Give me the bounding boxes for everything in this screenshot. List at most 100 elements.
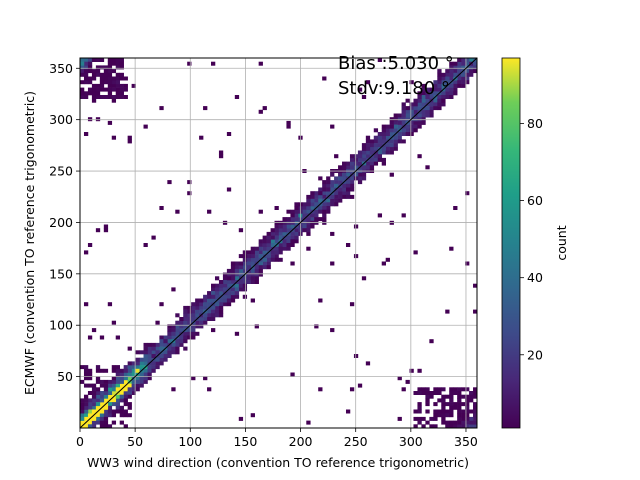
y-tick-label: 150 <box>49 266 73 281</box>
heatmap-cell <box>461 402 466 407</box>
heatmap-cell <box>187 320 192 325</box>
heatmap-cell <box>433 83 438 88</box>
heatmap-cell <box>417 405 422 410</box>
heatmap-cell <box>433 80 438 85</box>
heatmap-cell <box>425 402 430 407</box>
y-tick-label: 350 <box>49 61 73 76</box>
heatmap-cell <box>211 317 216 321</box>
heatmap-cell <box>183 324 188 329</box>
heatmap-cell <box>421 387 426 392</box>
heatmap-cell <box>83 250 89 255</box>
heatmap-cell <box>369 157 375 162</box>
heatmap-cell <box>214 276 220 281</box>
heatmap-cell <box>445 80 450 85</box>
heatmap-cell <box>238 254 244 259</box>
heatmap-cell <box>330 202 335 207</box>
heatmap-cell <box>238 416 244 421</box>
heatmap-cell <box>250 298 255 303</box>
heatmap-cell <box>250 272 255 277</box>
heatmap-cell <box>421 98 426 103</box>
heatmap-cell <box>417 402 422 407</box>
one-to-one-reference-line <box>79 57 478 429</box>
heatmap-cell <box>103 416 109 421</box>
heatmap-cell <box>87 87 93 92</box>
heatmap-cell <box>246 250 252 255</box>
heatmap-cell <box>143 361 148 366</box>
heatmap-cell <box>95 117 101 122</box>
heatmap-cell <box>441 420 446 425</box>
heatmap-cell <box>155 365 160 370</box>
heatmap-cell <box>310 217 315 222</box>
heatmap-cell <box>147 342 152 347</box>
heatmap-cell <box>377 135 383 140</box>
heatmap-cell <box>83 413 89 418</box>
heatmap-cell <box>254 257 259 262</box>
heatmap-cell <box>254 276 259 281</box>
heatmap-cell <box>461 413 466 418</box>
heatmap-cell <box>242 265 248 270</box>
heatmap-cell <box>80 72 85 77</box>
heatmap-cell <box>80 405 85 410</box>
heatmap-cell <box>365 135 371 140</box>
heatmap-cell <box>83 372 89 377</box>
heatmap-cell <box>242 268 248 273</box>
heatmap-cell <box>87 243 93 247</box>
heatmap-cell <box>306 198 311 203</box>
heatmap-cell <box>290 231 295 236</box>
heatmap-cell <box>266 265 271 270</box>
heatmap-cell <box>115 76 120 81</box>
heatmap-cell <box>381 146 386 151</box>
colorbar-tick-label: 60 <box>527 193 543 208</box>
heatmap-cell <box>143 350 148 355</box>
heatmap-cell <box>199 298 204 303</box>
heatmap-cell <box>258 254 263 259</box>
heatmap-cell <box>107 394 113 399</box>
heatmap-cell <box>349 194 355 199</box>
heatmap-cell <box>119 72 124 77</box>
heatmap-cell <box>270 231 275 236</box>
heatmap-cell <box>191 376 196 381</box>
heatmap-cell <box>377 213 383 218</box>
heatmap-cell <box>187 309 192 314</box>
heatmap-cell <box>441 102 446 107</box>
heatmap-cell <box>453 87 458 92</box>
heatmap-cell <box>417 420 422 425</box>
heatmap-cell <box>425 106 430 111</box>
heatmap-cell <box>83 72 89 77</box>
heatmap-cell <box>465 424 470 428</box>
heatmap-cell <box>131 391 136 395</box>
heatmap-cell <box>322 76 327 81</box>
heatmap-cell <box>449 87 454 92</box>
heatmap-cell <box>187 335 192 340</box>
heatmap-cell <box>469 394 474 399</box>
heatmap-cell <box>461 58 466 62</box>
heatmap-cell <box>242 287 248 292</box>
heatmap-cell <box>397 120 402 125</box>
heatmap-cell <box>457 413 462 418</box>
heatmap-cell <box>175 324 180 329</box>
heatmap-cell <box>318 176 323 181</box>
heatmap-cell <box>107 387 113 392</box>
heatmap-cell <box>80 420 85 425</box>
heatmap-cell <box>179 324 184 329</box>
heatmap-cell <box>159 342 164 347</box>
heatmap-cell <box>218 287 224 292</box>
heatmap-cell <box>473 402 477 407</box>
heatmap-cell <box>322 206 327 210</box>
heatmap-cell <box>80 87 85 92</box>
heatmap-cell <box>461 424 466 428</box>
heatmap-cell <box>115 61 120 66</box>
heatmap-cell <box>397 376 402 381</box>
heatmap-cell <box>230 261 236 266</box>
heatmap-cell <box>179 342 184 347</box>
heatmap-cell <box>163 357 168 362</box>
heatmap-cell <box>159 346 164 351</box>
heatmap-cell <box>286 228 291 233</box>
colorbar-label: count <box>554 225 569 260</box>
heatmap-cell <box>155 350 160 355</box>
heatmap-cell <box>449 398 454 403</box>
heatmap-cell <box>80 379 85 384</box>
heatmap-cell <box>107 69 113 74</box>
heatmap-cell <box>171 335 176 340</box>
heatmap-cell <box>294 202 299 207</box>
